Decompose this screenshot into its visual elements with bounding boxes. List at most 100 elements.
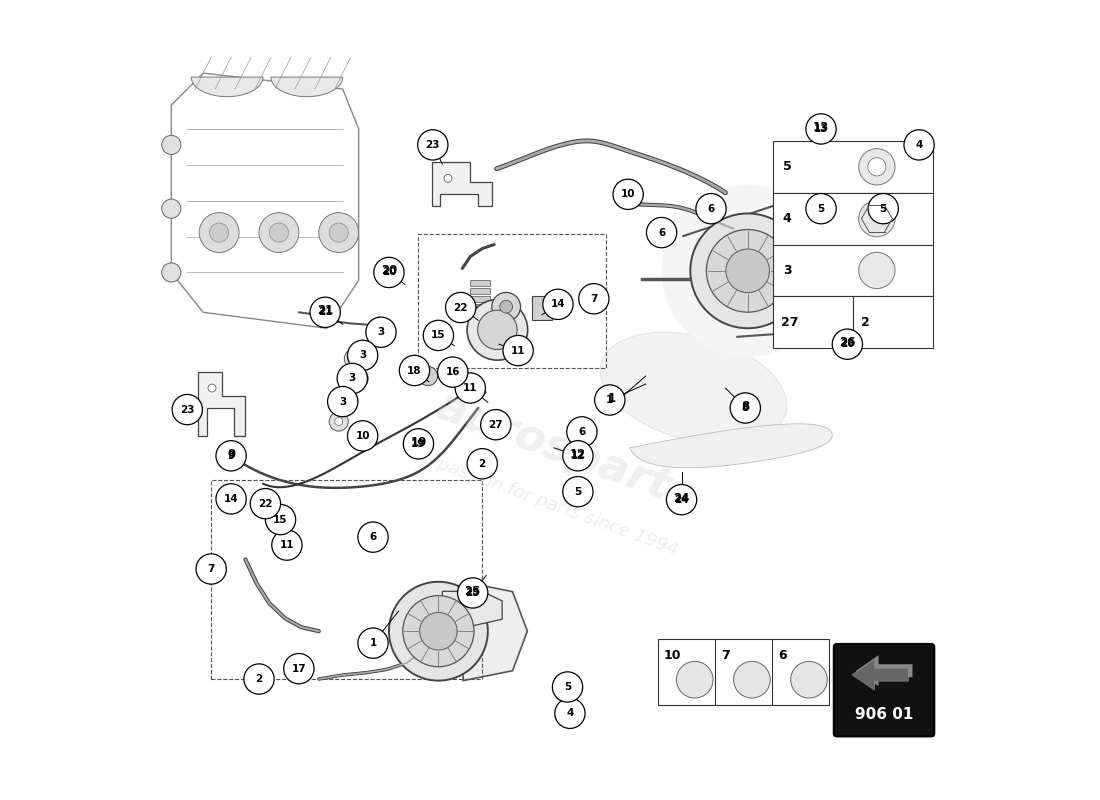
Text: 23: 23 <box>426 140 440 150</box>
Text: 13: 13 <box>814 124 828 134</box>
Bar <box>471 328 491 334</box>
Circle shape <box>270 223 288 242</box>
Polygon shape <box>474 378 486 398</box>
Circle shape <box>859 252 895 289</box>
Circle shape <box>595 385 625 415</box>
Bar <box>824 149 931 330</box>
Text: 906 01: 906 01 <box>855 706 913 722</box>
Circle shape <box>503 335 534 366</box>
Circle shape <box>404 429 433 459</box>
Circle shape <box>492 292 520 321</box>
Circle shape <box>833 329 862 359</box>
Circle shape <box>444 174 452 182</box>
Text: 22: 22 <box>258 498 273 509</box>
Circle shape <box>344 396 352 404</box>
Circle shape <box>676 662 713 698</box>
Polygon shape <box>629 424 833 468</box>
Circle shape <box>419 613 458 650</box>
Circle shape <box>579 284 609 314</box>
Circle shape <box>162 263 180 282</box>
Circle shape <box>329 412 349 431</box>
Circle shape <box>806 114 836 144</box>
Text: 6: 6 <box>579 427 585 437</box>
Text: 17: 17 <box>292 664 306 674</box>
Circle shape <box>348 340 377 370</box>
Circle shape <box>904 130 934 160</box>
FancyBboxPatch shape <box>834 644 934 737</box>
Circle shape <box>418 130 448 160</box>
Circle shape <box>554 698 585 729</box>
Circle shape <box>196 554 227 584</box>
Circle shape <box>337 363 367 394</box>
Text: 11: 11 <box>279 540 294 550</box>
Circle shape <box>566 417 597 447</box>
Circle shape <box>647 218 676 248</box>
Bar <box>658 639 829 705</box>
Circle shape <box>344 349 363 368</box>
Text: 2: 2 <box>861 316 870 329</box>
Text: 24: 24 <box>674 494 689 505</box>
Circle shape <box>310 297 340 327</box>
Text: 14: 14 <box>551 299 565 310</box>
Polygon shape <box>442 591 503 627</box>
Circle shape <box>734 662 770 698</box>
Circle shape <box>462 380 478 396</box>
Circle shape <box>542 289 573 319</box>
Circle shape <box>706 230 789 312</box>
Bar <box>852 162 926 322</box>
Circle shape <box>455 373 485 403</box>
Circle shape <box>172 394 202 425</box>
Circle shape <box>613 179 644 210</box>
Circle shape <box>354 374 363 382</box>
Circle shape <box>208 384 216 392</box>
Text: 27: 27 <box>781 316 799 329</box>
Circle shape <box>696 194 726 224</box>
Polygon shape <box>463 582 527 681</box>
Text: aurosparts: aurosparts <box>430 385 702 518</box>
Circle shape <box>403 596 474 666</box>
Circle shape <box>272 530 302 560</box>
Bar <box>532 296 552 320</box>
Circle shape <box>859 149 895 185</box>
Circle shape <box>499 300 513 313</box>
Text: 12: 12 <box>570 448 586 461</box>
Circle shape <box>552 672 583 702</box>
Circle shape <box>468 299 528 360</box>
Text: 7: 7 <box>591 294 597 304</box>
Circle shape <box>438 357 468 387</box>
Text: 10: 10 <box>620 190 636 199</box>
Circle shape <box>510 342 526 358</box>
Text: 25: 25 <box>464 585 481 598</box>
Text: 26: 26 <box>839 336 856 349</box>
Polygon shape <box>432 162 492 206</box>
Text: a passion for parts since 1994: a passion for parts since 1994 <box>419 449 681 558</box>
Polygon shape <box>191 77 263 97</box>
Text: 1: 1 <box>370 638 376 648</box>
Circle shape <box>806 194 836 224</box>
Circle shape <box>162 199 180 218</box>
Polygon shape <box>172 73 359 328</box>
Circle shape <box>199 213 239 253</box>
Text: 25: 25 <box>465 588 480 598</box>
Circle shape <box>868 194 899 224</box>
Circle shape <box>348 421 377 451</box>
Text: 23: 23 <box>180 405 195 414</box>
Text: 21: 21 <box>318 307 332 318</box>
Polygon shape <box>856 655 913 686</box>
Text: 3: 3 <box>339 397 346 406</box>
Text: 5: 5 <box>564 682 571 692</box>
Circle shape <box>446 292 476 322</box>
Text: 6: 6 <box>779 649 786 662</box>
Text: 16: 16 <box>446 367 460 377</box>
Polygon shape <box>271 77 343 97</box>
Circle shape <box>418 366 438 386</box>
Bar <box>471 312 491 318</box>
Bar <box>211 480 482 679</box>
Text: 6: 6 <box>707 204 715 214</box>
Text: 22: 22 <box>453 302 468 313</box>
Circle shape <box>458 578 487 608</box>
Text: 18: 18 <box>407 366 421 375</box>
Text: 3: 3 <box>377 327 385 338</box>
Bar <box>471 281 491 286</box>
Circle shape <box>730 393 760 423</box>
